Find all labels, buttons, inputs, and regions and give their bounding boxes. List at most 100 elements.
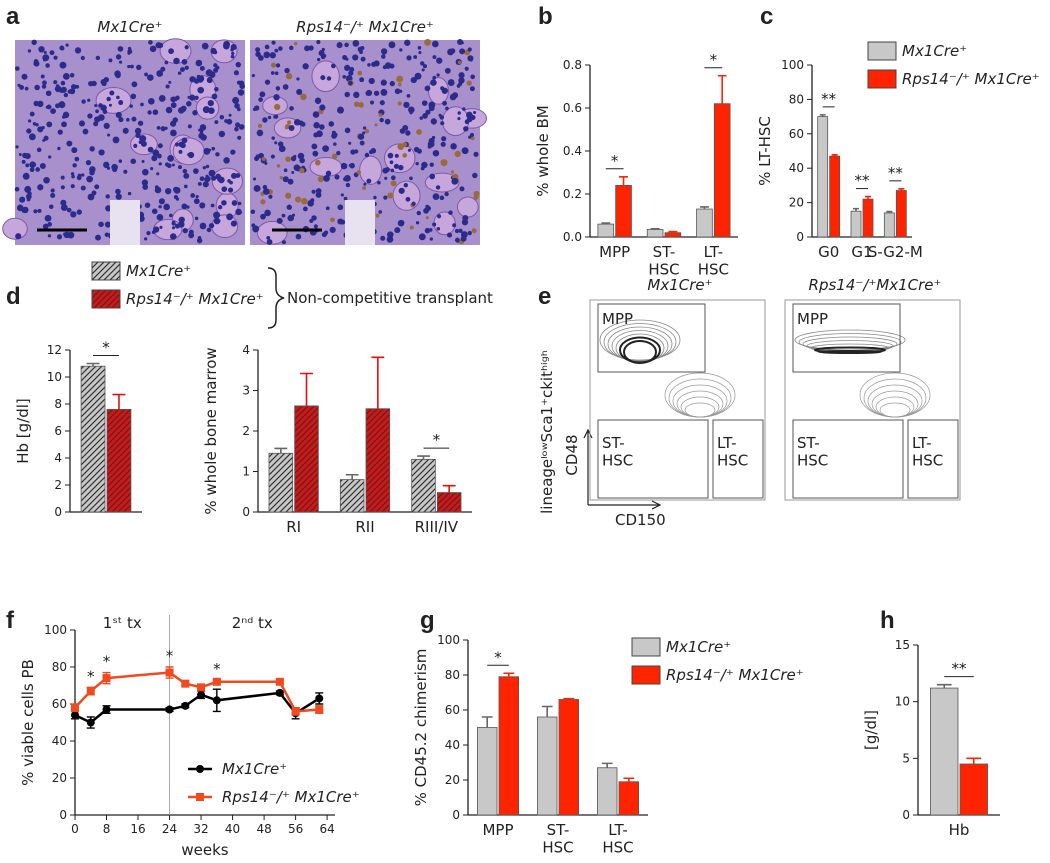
cell-nucleus [429,237,433,241]
cell-nucleus [108,103,112,107]
cell-nucleus [172,117,179,123]
cell-nucleus [41,84,47,89]
cell-nucleus [24,185,32,193]
megakaryocyte [359,155,383,185]
cell-nucleus [232,96,240,104]
cell-nucleus [293,118,301,126]
cell-nucleus [198,128,202,132]
cell-nucleus [274,48,279,53]
cell-nucleus [37,184,44,191]
cell-nucleus [236,80,242,85]
flow-y-label: CD48 [563,434,581,475]
cell-nucleus [460,235,467,242]
y-tick-label: 40 [445,738,460,752]
cell-nucleus [165,84,170,89]
cell-nucleus [151,208,158,215]
cell-nucleus [432,222,437,227]
cell-nucleus [141,159,145,163]
point [315,705,324,714]
gate-label: LT-HSC [717,434,748,469]
y-axis-label: % whole BM [534,105,552,196]
cell-nucleus [21,73,28,80]
error-bar [371,356,385,409]
legend-label: Rps14⁻/⁺ Mx1Cre⁺ [126,290,264,308]
legend-swatch [196,793,204,801]
cell-nucleus [404,39,411,46]
cell-nucleus [36,147,42,153]
cell-nucleus [15,66,20,71]
cell-nucleus [399,89,403,93]
cell-nucleus [103,161,110,169]
significance-label: ** [821,90,837,108]
contour [676,390,724,418]
cell-nucleus [105,194,110,199]
cell-nucleus [432,75,437,80]
cell-nucleus [323,174,330,182]
cell-nucleus [344,42,349,48]
y-tick-label: 80 [445,668,460,682]
legend-label: Mx1Cre⁺ [126,262,191,280]
cell-nucleus [44,214,52,222]
cell-nucleus [76,209,82,215]
legend-swatch [196,765,204,773]
cell-nucleus [271,62,277,68]
cell-nucleus [271,40,276,45]
point [181,679,190,688]
cell-nucleus [394,227,401,234]
histology-title: Rps14⁻/⁺ Mx1Cre⁺ [296,18,434,36]
cell-nucleus [206,227,212,233]
legend-swatch [631,665,661,685]
point [71,703,79,712]
cell-nucleus [337,204,344,211]
point [71,711,79,720]
cell-nucleus [221,200,227,206]
cell-nucleus [108,58,113,63]
cell-nucleus [160,126,166,132]
error-bar [86,362,100,367]
gate [792,419,904,499]
cell-nucleus [221,186,228,192]
flow-frame [784,299,961,501]
cell-nucleus [410,76,417,84]
cell-nucleus [42,223,49,230]
cell-nucleus [293,41,298,46]
legend-label: Mx1Cre⁺ [666,638,731,656]
cell-nucleus [142,184,149,190]
cell-nucleus [202,106,210,114]
cell-nucleus [157,153,162,159]
cell-nucleus [264,161,268,165]
cell-nucleus [184,45,189,50]
cell-nucleus [390,168,395,173]
cell-nucleus [66,140,73,147]
cell-nucleus [432,149,440,157]
x-tick-label: LT-HSC [602,821,633,856]
cell-nucleus [263,188,270,195]
cell-nucleus [208,222,215,229]
legend-swatch [91,261,121,281]
cell-nucleus [227,179,231,183]
y-tick-label: 20 [52,771,67,785]
cell-nucleus [450,144,455,150]
cell-nucleus [97,114,105,121]
cell-nucleus [104,232,110,237]
cell-nucleus [43,135,49,141]
cell-nucleus [332,153,338,159]
cell-nucleus [405,196,411,202]
contour [672,384,728,418]
bar [895,190,907,238]
cell-nucleus [204,176,210,183]
cell-nucleus [397,143,405,150]
cell-nucleus [72,163,77,168]
cell-nucleus [461,147,469,155]
flow-axis-arrows [583,428,662,510]
cell-nucleus [255,47,261,53]
cell-nucleus [328,121,335,127]
cell-nucleus [281,213,286,218]
cell-nucleus [105,205,112,212]
cell-nucleus [33,59,39,64]
cell-nucleus [63,231,71,239]
cell-nucleus [22,172,30,180]
cell-nucleus [181,59,188,65]
cell-nucleus [397,101,402,106]
cell-nucleus [219,114,225,120]
